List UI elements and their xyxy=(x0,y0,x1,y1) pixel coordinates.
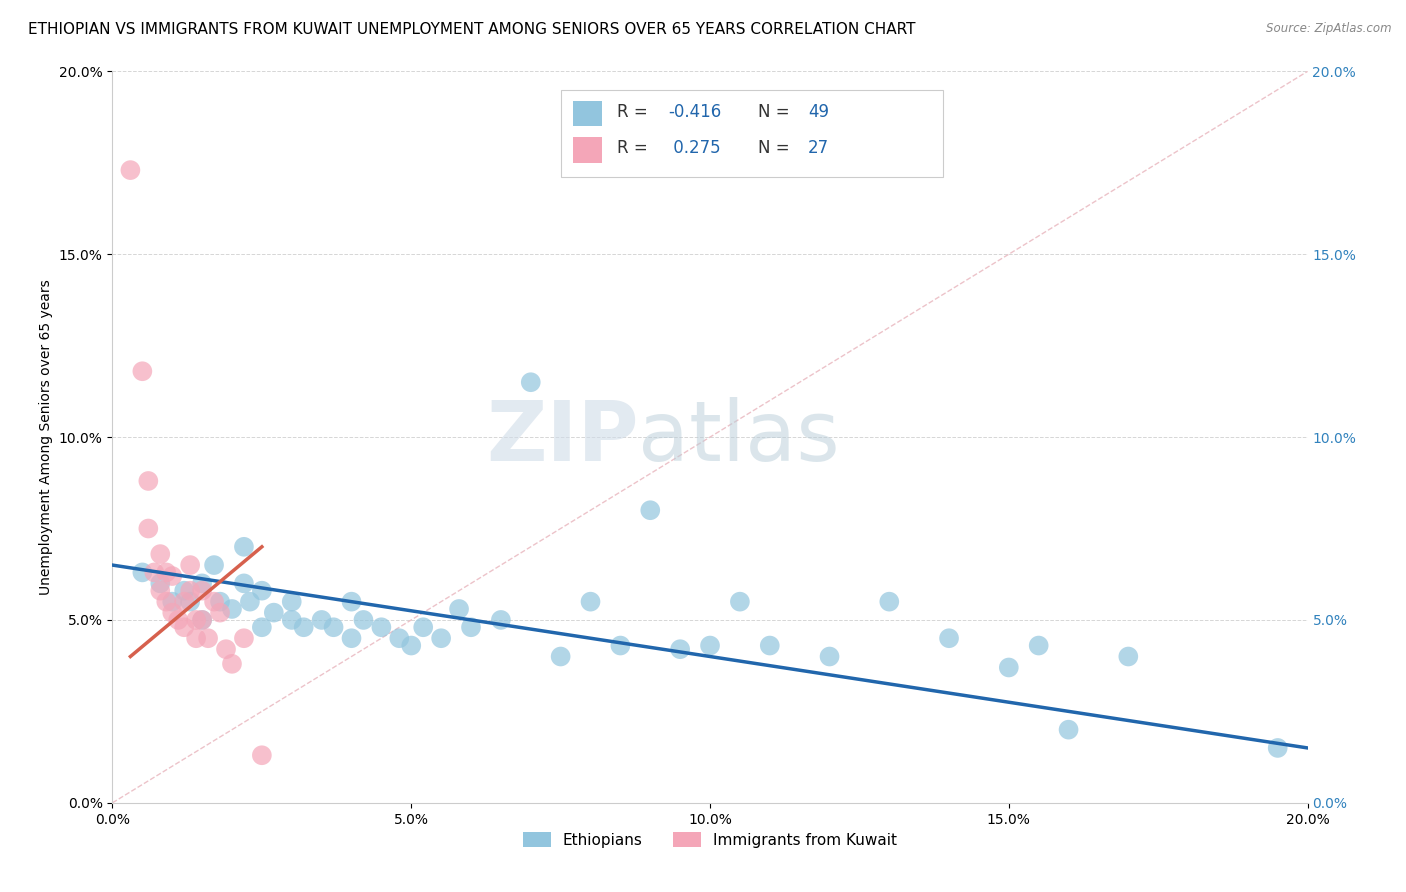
Point xyxy=(311,613,333,627)
Point xyxy=(149,547,172,561)
Point xyxy=(699,639,721,653)
FancyBboxPatch shape xyxy=(561,90,943,178)
Point xyxy=(1057,723,1080,737)
Point xyxy=(489,613,512,627)
Point xyxy=(202,594,225,608)
Point xyxy=(202,558,225,573)
Point xyxy=(401,639,423,653)
Point xyxy=(215,642,238,657)
Point xyxy=(818,649,841,664)
Point xyxy=(143,566,166,580)
Point xyxy=(340,632,363,646)
Point xyxy=(191,613,214,627)
Point xyxy=(138,521,160,535)
Point xyxy=(191,583,214,598)
Point xyxy=(938,632,960,646)
Point xyxy=(209,594,232,608)
Point xyxy=(233,540,256,554)
Point xyxy=(640,503,662,517)
Point xyxy=(155,566,177,580)
Text: 49: 49 xyxy=(808,103,830,120)
Point xyxy=(353,613,375,627)
Y-axis label: Unemployment Among Seniors over 65 years: Unemployment Among Seniors over 65 years xyxy=(39,279,53,595)
Point xyxy=(233,632,256,646)
Point xyxy=(173,594,195,608)
Text: R =: R = xyxy=(617,103,652,120)
Point xyxy=(322,620,344,634)
Point xyxy=(155,594,177,608)
Point xyxy=(370,620,392,634)
Point xyxy=(609,639,631,653)
Point xyxy=(167,613,190,627)
Text: -0.416: -0.416 xyxy=(668,103,721,120)
Point xyxy=(412,620,434,634)
Point xyxy=(162,606,183,620)
Point xyxy=(239,594,262,608)
Point xyxy=(998,660,1021,674)
Point xyxy=(173,583,195,598)
Point xyxy=(430,632,453,646)
Text: 0.275: 0.275 xyxy=(668,139,721,157)
Point xyxy=(162,594,183,608)
Point xyxy=(131,364,153,378)
Point xyxy=(191,576,214,591)
Point xyxy=(179,594,201,608)
Text: R =: R = xyxy=(617,139,652,157)
Point xyxy=(149,576,172,591)
Legend: Ethiopians, Immigrants from Kuwait: Ethiopians, Immigrants from Kuwait xyxy=(517,825,903,854)
Point xyxy=(191,613,214,627)
Point xyxy=(162,569,183,583)
Point xyxy=(120,163,142,178)
Point xyxy=(1028,639,1050,653)
Point xyxy=(520,375,543,389)
Text: atlas: atlas xyxy=(638,397,839,477)
Point xyxy=(250,583,273,598)
Point xyxy=(1267,740,1289,755)
Point xyxy=(186,613,208,627)
Point xyxy=(292,620,315,634)
Point xyxy=(149,583,172,598)
Point xyxy=(728,594,751,608)
Point xyxy=(173,620,195,634)
Point xyxy=(179,558,201,573)
Point xyxy=(233,576,256,591)
Text: ETHIOPIAN VS IMMIGRANTS FROM KUWAIT UNEMPLOYMENT AMONG SENIORS OVER 65 YEARS COR: ETHIOPIAN VS IMMIGRANTS FROM KUWAIT UNEM… xyxy=(28,22,915,37)
Text: N =: N = xyxy=(758,103,794,120)
Point xyxy=(186,632,208,646)
Point xyxy=(281,613,304,627)
Point xyxy=(131,566,153,580)
Point xyxy=(221,602,243,616)
Point xyxy=(340,594,363,608)
Point xyxy=(250,620,273,634)
FancyBboxPatch shape xyxy=(572,137,603,163)
Point xyxy=(221,657,243,671)
Point xyxy=(263,606,285,620)
Point xyxy=(179,583,201,598)
Text: ZIP: ZIP xyxy=(486,397,638,477)
Text: Source: ZipAtlas.com: Source: ZipAtlas.com xyxy=(1267,22,1392,36)
Point xyxy=(550,649,572,664)
Point xyxy=(388,632,411,646)
Point xyxy=(759,639,782,653)
Point xyxy=(460,620,482,634)
Point xyxy=(209,606,232,620)
FancyBboxPatch shape xyxy=(572,101,603,127)
Point xyxy=(879,594,901,608)
Point xyxy=(1118,649,1140,664)
Point xyxy=(197,632,219,646)
Text: 27: 27 xyxy=(808,139,830,157)
Point xyxy=(250,748,273,763)
Point xyxy=(669,642,692,657)
Text: N =: N = xyxy=(758,139,794,157)
Point xyxy=(579,594,602,608)
Point xyxy=(138,474,160,488)
Point xyxy=(449,602,471,616)
Point xyxy=(281,594,304,608)
